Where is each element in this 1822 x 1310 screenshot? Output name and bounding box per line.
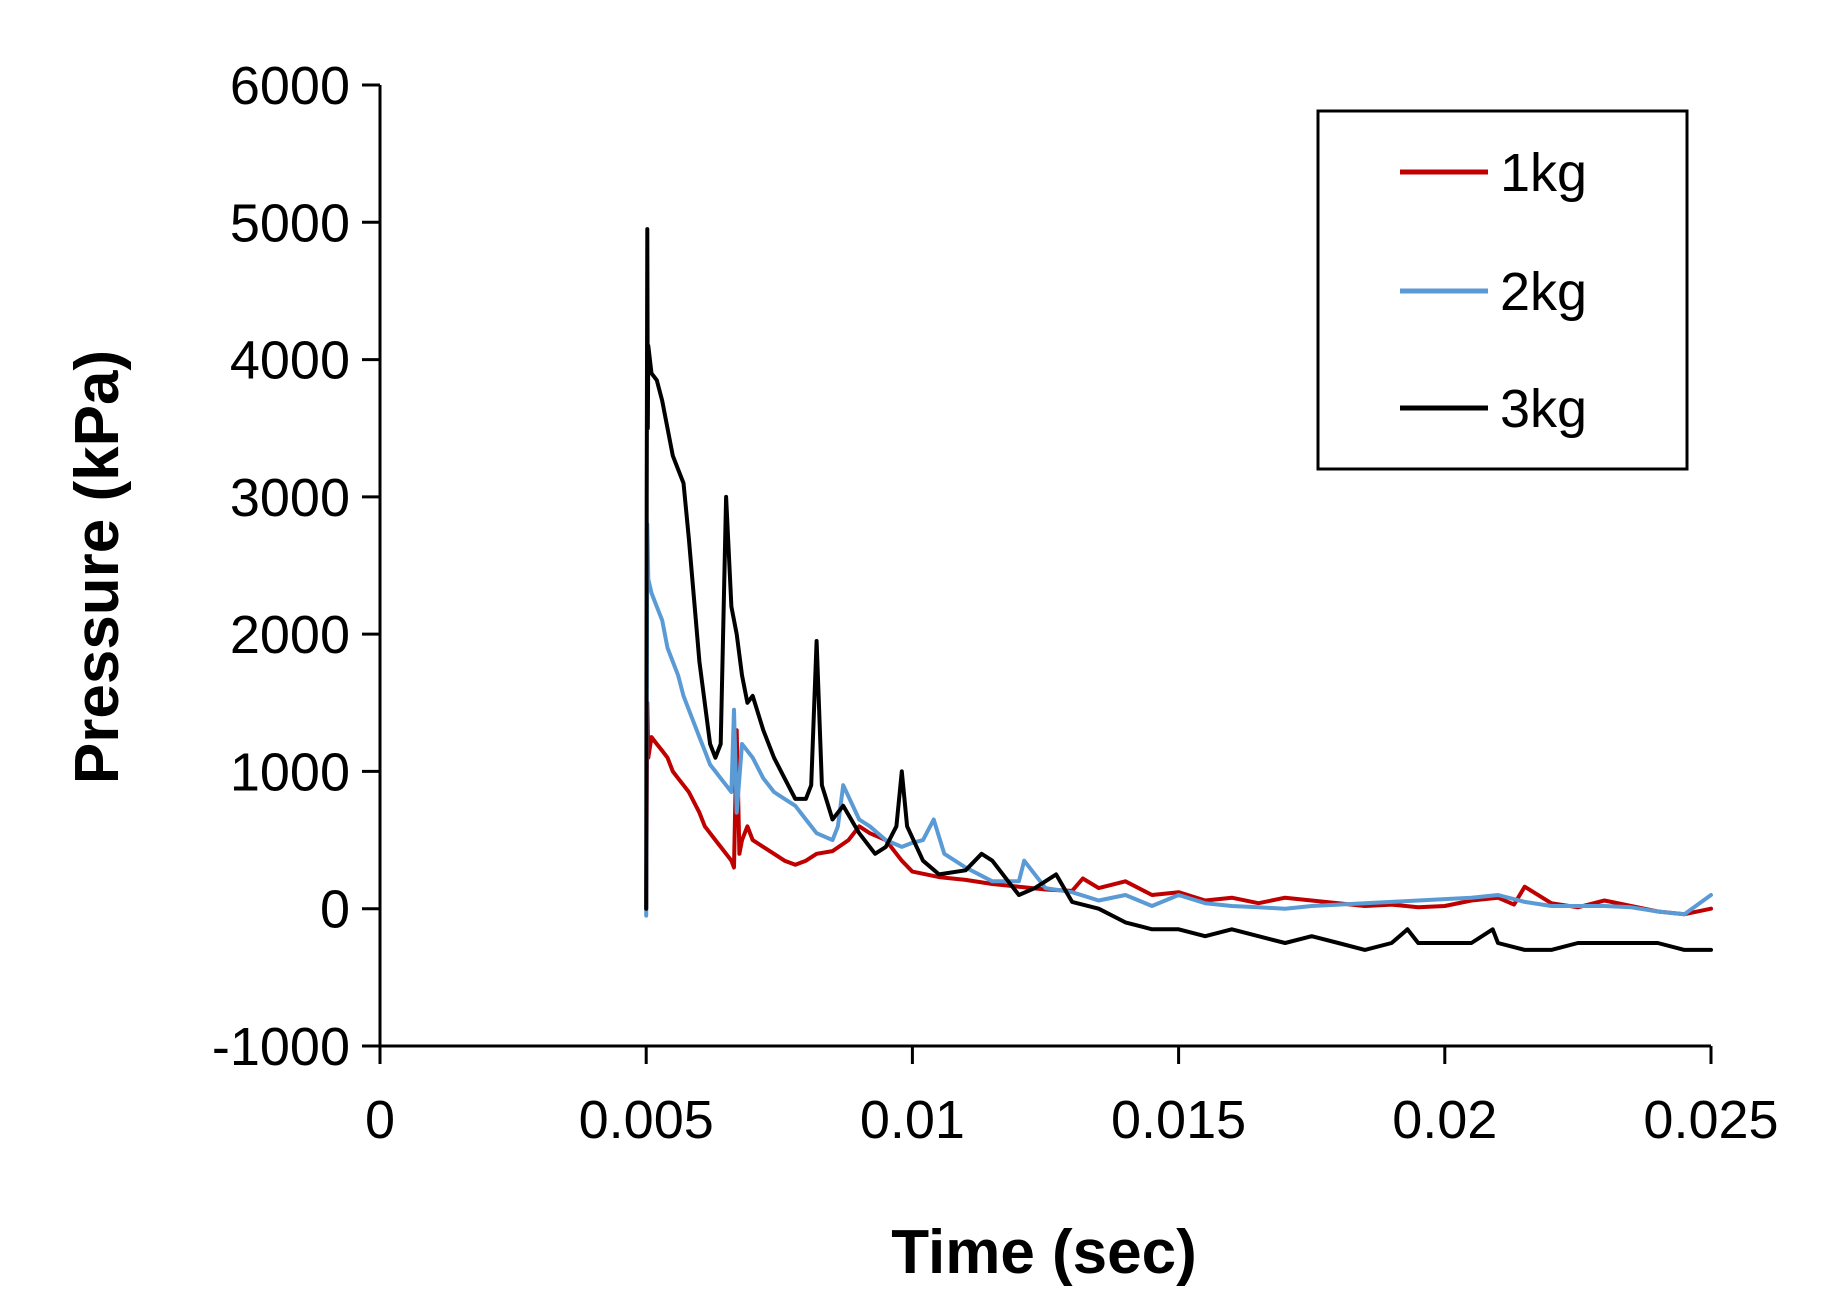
series-line-3kg [644,227,1713,952]
y-tick-label: 1000 [230,742,350,802]
y-tick-label: 2000 [230,605,350,665]
legend-label-1kg: 1kg [1500,143,1587,203]
x-axis-title: Time (sec) [891,1218,1197,1287]
y-tick-label: 0 [320,880,350,940]
x-tick-label: 0 [365,1090,395,1150]
legend: 1kg 2kg 3kg [1316,109,1689,471]
x-tick-label: 0.01 [860,1090,965,1150]
series-line-2kg [644,522,1713,918]
legend-label-2kg: 2kg [1500,262,1587,322]
legend-items: 1kg 2kg 3kg [1400,143,1587,439]
y-tick-label: -1000 [212,1017,350,1077]
x-tick-label: 0.025 [1643,1090,1778,1150]
y-tick-label: 6000 [230,56,350,116]
y-axis-title: Pressure (kPa) [63,350,132,784]
legend-box [1316,109,1689,471]
x-tick-label: 0.015 [1111,1090,1246,1150]
y-tick-label: 3000 [230,468,350,528]
x-tick-label: 0.005 [579,1090,714,1150]
y-tick-label: 5000 [230,193,350,253]
y-tick-label: 4000 [230,331,350,391]
series-layer [644,227,1713,952]
legend-label-3kg: 3kg [1500,379,1587,439]
x-tick-label: 0.02 [1392,1090,1497,1150]
